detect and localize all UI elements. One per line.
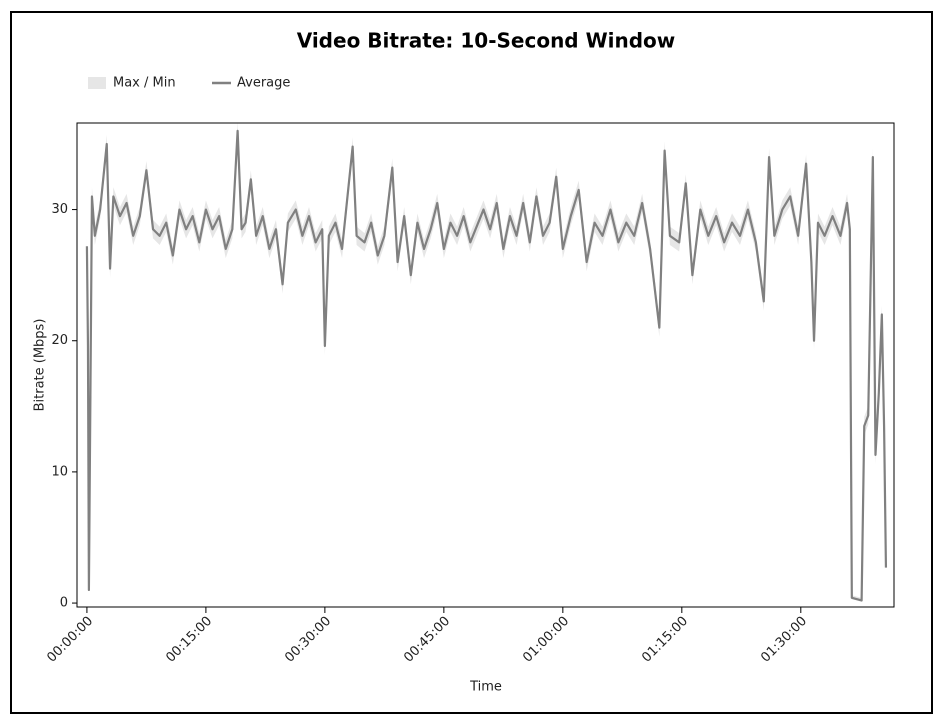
- y-axis-label: Bitrate (Mbps): [33, 319, 48, 412]
- y-tick-label: 30: [51, 202, 68, 217]
- legend-swatch: [88, 77, 106, 89]
- plot-area: [85, 123, 888, 602]
- average-line: [85, 129, 888, 602]
- y-tick-label: 20: [51, 333, 68, 348]
- frame: [10, 11, 933, 714]
- x-axis-label: Time: [469, 680, 502, 695]
- legend-label: Max / Min: [113, 76, 176, 91]
- legend-label: Average: [237, 76, 290, 91]
- y-tick-label: 10: [51, 464, 68, 479]
- chart-title: Video Bitrate: 10-Second Window: [297, 29, 676, 53]
- plot-border: [76, 122, 895, 608]
- y-tick-label: 0: [60, 596, 68, 611]
